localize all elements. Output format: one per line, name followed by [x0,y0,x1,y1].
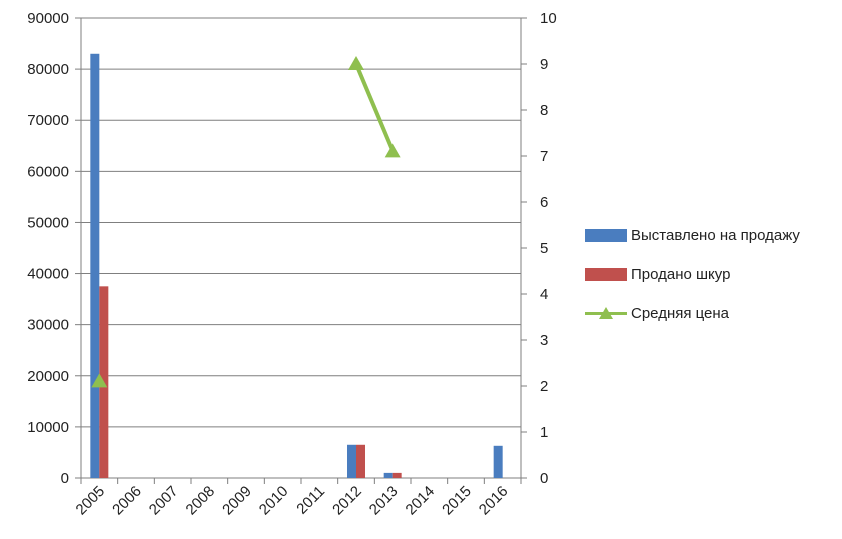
bar [493,445,503,478]
series-line [354,63,395,153]
x-tick-label: 2014 [403,483,439,519]
y-right-tick-label: 8 [540,102,548,119]
legend-label-exhibited: Выставлено на продажу [631,227,800,244]
y-right-tick-label: 7 [540,148,548,165]
bar [90,53,100,479]
y-right-tick-label: 1 [540,424,548,441]
y-right-tick-label: 4 [540,286,548,303]
x-tick-label: 2010 [256,483,292,519]
y-left-tick-label: 50000 [27,214,69,231]
legend-label-sold: Продано шкур [631,266,731,283]
y-left-tick-label: 30000 [27,317,69,334]
y-left-tick-label: 80000 [27,61,69,78]
legend: Выставлено на продажу Продано шкур Средн… [585,226,800,323]
legend-swatch-exhibited [585,229,627,242]
y-right-tick-label: 5 [540,240,548,257]
y-right-tick-label: 6 [540,194,548,211]
y-left-tick-label: 90000 [27,10,69,27]
y-right-tick-label: 9 [540,56,548,73]
legend-item-exhibited: Выставлено на продажу [585,226,800,245]
triangle-marker [384,143,401,158]
y-left-tick-label: 0 [61,470,69,487]
triangle-marker [348,56,364,70]
y-left-tick-label: 10000 [27,419,69,436]
x-tick-label: 2011 [293,483,328,518]
y-left-tick-label: 40000 [27,266,69,283]
y-left-tick-label: 60000 [27,163,69,180]
bar [356,444,365,478]
triangle-marker [91,373,108,388]
x-tick-label: 2015 [439,483,475,519]
x-tick-label: 2016 [476,483,512,519]
y-right-tick-label: 2 [540,378,548,395]
legend-swatch-sold [585,268,627,281]
y-left-tick-label: 20000 [27,368,69,385]
x-tick-label: 2005 [73,483,109,519]
x-tick-label: 2009 [219,483,255,519]
y-right-tick-label: 10 [540,10,557,27]
legend-item-price: Средняя цена [585,304,800,323]
x-tick-label: 2006 [109,483,145,519]
x-tick-label: 2008 [183,483,219,519]
legend-label-price: Средняя цена [631,305,730,322]
bar [383,472,393,478]
y-right-tick-label: 3 [540,332,548,349]
legend-swatch-price [585,307,627,320]
y-left-tick-label: 70000 [27,112,69,129]
x-tick-label: 2007 [146,483,182,519]
legend-item-sold: Продано шкур [585,265,800,284]
bar [347,444,356,478]
bar [392,472,402,478]
x-tick-label: 2013 [366,483,402,519]
y-right-tick-label: 0 [540,470,548,487]
x-tick-label: 2012 [329,483,365,519]
legend-triangle-icon [585,307,627,319]
